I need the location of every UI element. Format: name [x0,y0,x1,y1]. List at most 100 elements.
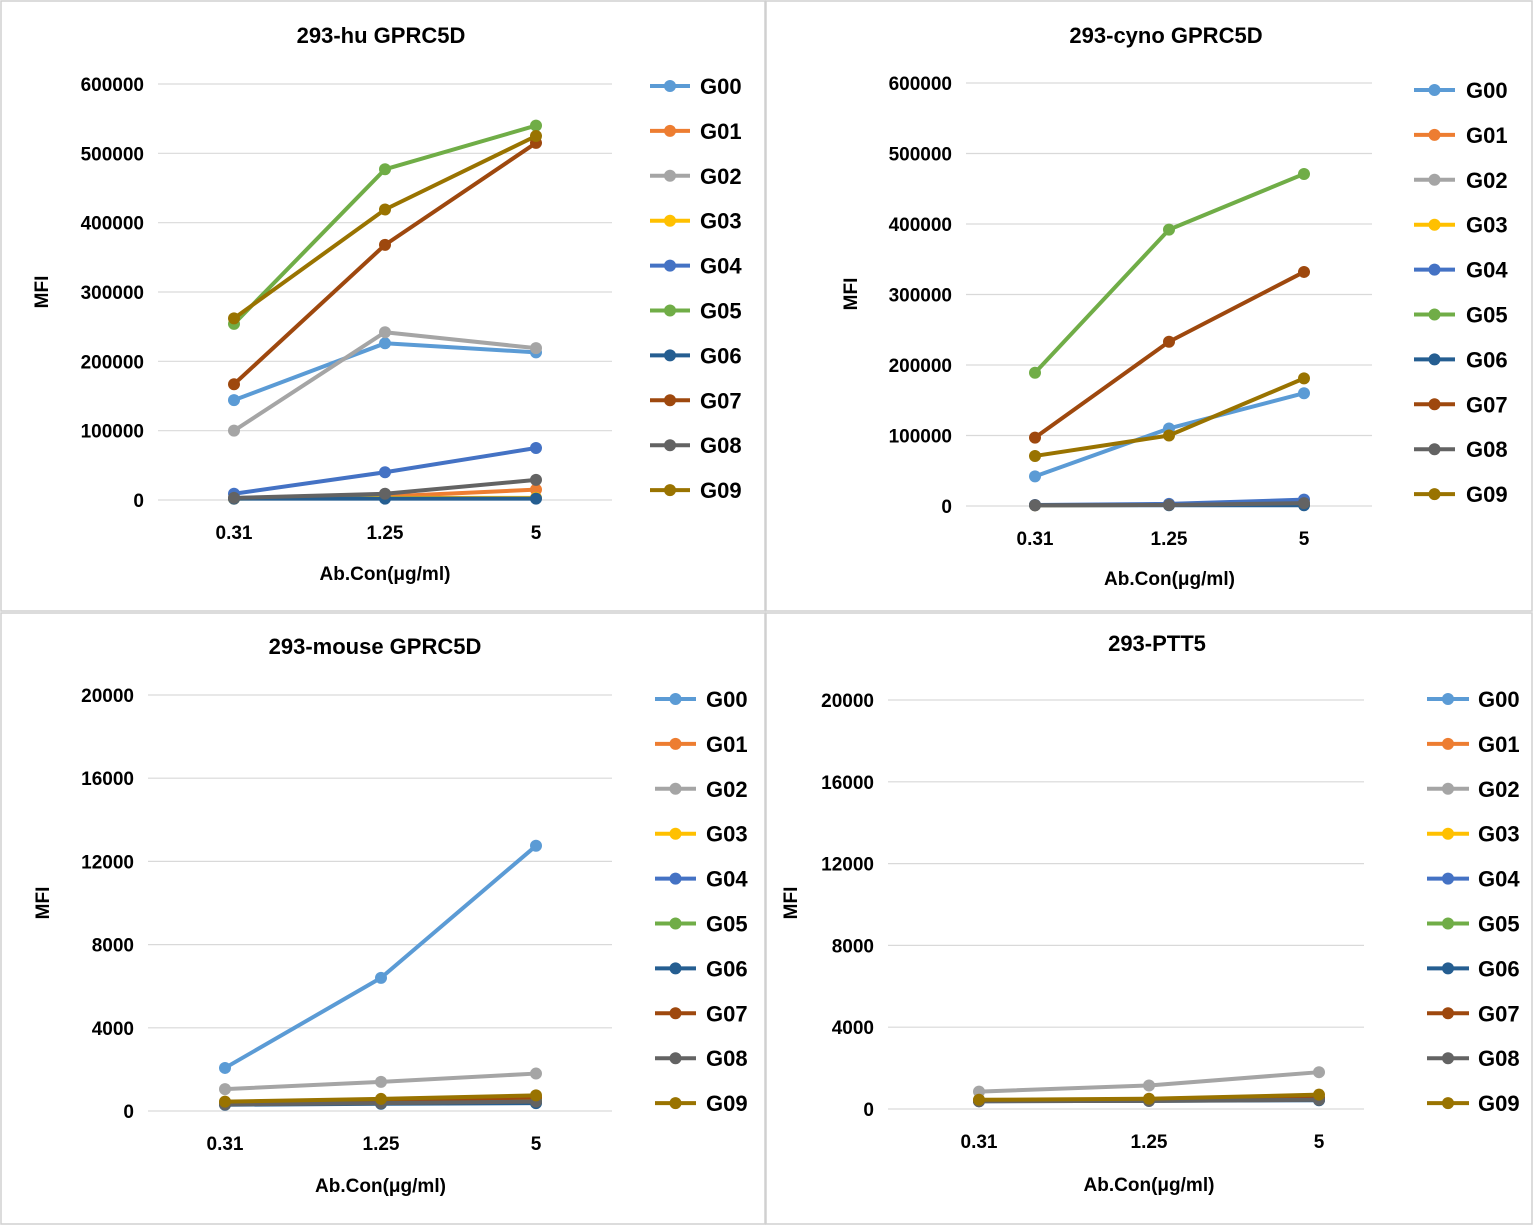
legend-item: G03 [1427,822,1520,847]
legend-item: G08 [655,1046,748,1071]
data-point [1298,372,1310,385]
data-point [1313,1066,1325,1079]
legend-marker [1428,353,1441,366]
legend-marker [1442,962,1454,975]
legend-item: G04 [650,254,742,279]
legend-marker [1428,443,1441,456]
legend-label: G08 [706,1046,748,1071]
legend-label: G04 [1478,867,1520,892]
data-point [228,378,240,391]
y-axis-title: MFI [841,278,862,311]
legend-item: G00 [1414,78,1508,103]
legend-label: G07 [1478,1001,1520,1026]
data-point [1298,497,1310,510]
legend-marker [1442,827,1454,840]
legend-marker [664,80,676,92]
panel-border [765,612,1533,1225]
y-tick-label: 200000 [81,352,144,373]
legend-item: G03 [655,822,748,847]
legend-marker [669,737,682,750]
legend-item: G02 [1427,777,1520,802]
data-point [1029,366,1041,379]
legend-label: G00 [1466,78,1508,103]
legend-marker [664,169,676,182]
legend: G00 G01 G02 G03 G04 G05 G06 G07 G08 G09 [655,687,748,1116]
legend-label: G02 [706,777,748,802]
data-point [530,342,542,355]
legend-marker [669,1007,682,1020]
x-tick-label: 0.31 [207,1134,244,1155]
y-tick-label: 4000 [92,1019,134,1040]
chart-panel: 293-PTT5 0 4000 8000 12000 16000 20000 0.31 1.25… [765,612,1533,1225]
panel-border [765,0,1533,612]
legend-label: G02 [700,164,742,189]
data-point [379,466,391,479]
data-point [375,1075,387,1088]
x-tick-label: 1.25 [1131,1132,1168,1153]
data-point [973,1093,985,1106]
chart-title: 293-cyno GPRC5D [1069,23,1262,48]
legend-item: G07 [650,388,742,413]
legend-item: G05 [1427,912,1520,937]
y-tick-label: 20000 [821,691,874,712]
legend-label: G09 [1478,1091,1520,1116]
legend-marker [1428,173,1441,186]
legend-marker [1442,1007,1454,1020]
y-tick-label: 400000 [889,215,952,236]
legend-item: G06 [655,956,748,981]
data-point [1029,449,1041,462]
legend-item: G05 [1414,303,1508,328]
data-point [1298,387,1310,400]
x-axis-title: Ab.Con(μg/ml) [1084,1175,1215,1196]
y-axis-title: MFI [33,887,54,920]
legend: G00 G01 G02 G03 G04 G05 G06 G07 G08 G09 [650,74,742,503]
legend-item: G04 [655,867,748,892]
series-G09 [219,1089,542,1108]
panel-border [0,612,766,1225]
legend-item: G06 [1414,347,1508,372]
data-point [375,971,387,984]
legend-marker [1428,308,1441,321]
legend-marker [664,304,676,317]
y-tick-label: 0 [863,1100,874,1121]
data-point [1163,223,1175,236]
legend-item: G01 [655,732,748,757]
legend-item: G00 [655,687,748,712]
legend-item: G01 [650,119,742,144]
x-axis-title: Ab.Con(μg/ml) [1104,569,1235,590]
legend-label: G05 [1478,912,1520,937]
legend-item: G02 [650,164,742,189]
data-point [530,119,542,132]
y-tick-label: 8000 [832,936,874,957]
legend-marker [669,1097,682,1110]
legend-marker [669,693,682,705]
legend-marker [1428,263,1441,276]
data-point [379,163,391,176]
legend-marker [1428,218,1441,231]
legend-label: G03 [1466,213,1508,238]
series-G02 [228,326,542,437]
legend-item: G06 [650,343,742,368]
y-axis-title: MFI [32,276,53,309]
y-tick-label: 4000 [832,1018,874,1039]
y-tick-label: 20000 [81,686,134,707]
legend-label: G00 [700,74,742,99]
legend-marker [1442,1097,1454,1110]
x-tick-label: 0.31 [961,1132,998,1153]
y-tick-label: 300000 [81,283,144,304]
series-G02 [219,1067,542,1096]
x-tick-label: 5 [531,1134,542,1155]
data-point [1029,431,1041,444]
y-tick-label: 8000 [92,936,134,957]
legend-label: G04 [706,867,748,892]
data-point [1313,1088,1325,1101]
legend-marker [1442,872,1454,885]
data-point [379,487,391,500]
legend-marker [669,782,682,795]
legend-marker [1442,917,1454,930]
y-tick-label: 12000 [821,855,874,876]
legend-marker [1442,693,1454,705]
legend-label: G08 [1466,437,1508,462]
legend-marker [669,1052,682,1065]
legend-label: G08 [1478,1046,1520,1071]
